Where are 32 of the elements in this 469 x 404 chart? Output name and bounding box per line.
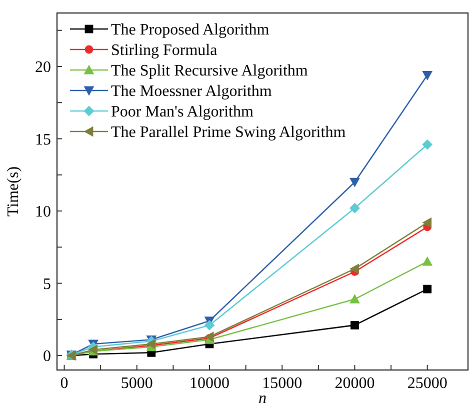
legend-label: The Parallel Prime Swing Algorithm xyxy=(111,124,346,142)
point xyxy=(350,178,360,188)
y-tick-label: 20 xyxy=(35,59,51,76)
x-tick-label: 25000 xyxy=(407,375,448,392)
legend-label: Stirling Formula xyxy=(111,42,218,60)
point xyxy=(350,202,360,214)
point xyxy=(423,284,432,294)
point xyxy=(422,256,433,266)
x-tick-label: 0 xyxy=(60,375,68,392)
x-axis-title: n xyxy=(258,390,266,404)
point xyxy=(422,139,433,150)
y-tick-label: 5 xyxy=(43,276,51,293)
y-axis-title: Time(s) xyxy=(5,166,22,217)
legend-label: The Proposed Algorithm xyxy=(111,22,270,39)
point xyxy=(204,332,214,342)
legend-label: Poor Man's Algorithm xyxy=(111,104,254,121)
point xyxy=(204,320,215,330)
point xyxy=(350,294,360,304)
x-tick-label: 15000 xyxy=(262,375,302,392)
legend-label: The Split Recursive Algorithm xyxy=(111,62,308,80)
point xyxy=(350,264,359,274)
y-tick-label: 0 xyxy=(43,348,51,366)
x-tick-label: 5000 xyxy=(120,375,153,392)
point xyxy=(146,338,156,350)
y-tick-label: 10 xyxy=(35,204,51,221)
y-tick-label: 15 xyxy=(35,131,51,148)
legend-label: The Moessner Algorithm xyxy=(111,83,272,100)
point xyxy=(422,217,432,228)
x-tick-label: 20000 xyxy=(334,375,375,392)
point xyxy=(350,320,359,330)
x-tick-label: 10000 xyxy=(189,375,230,392)
point xyxy=(422,70,433,80)
